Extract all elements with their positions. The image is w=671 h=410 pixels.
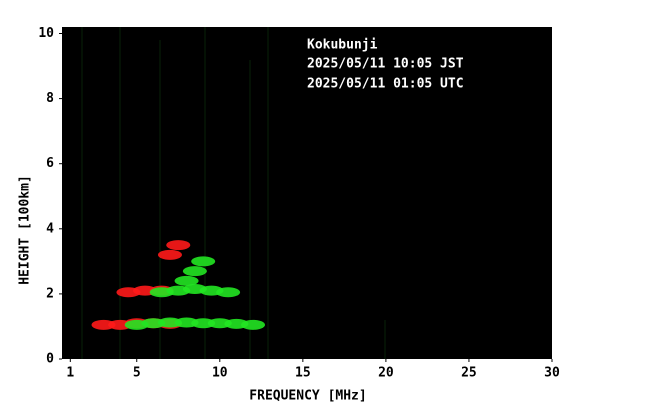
y-tick-label: 6 [46,156,54,171]
y-tick-label: 10 [38,26,54,41]
time-jst: 2025/05/11 10:05 JST [307,57,464,72]
x-tick-label: 25 [461,366,477,381]
plot-area [62,27,552,359]
y-tick-label: 8 [46,91,54,106]
x-tick-label: 10 [212,366,228,381]
echo-trace [216,287,241,298]
noise [81,27,386,359]
echo-trace [157,317,182,328]
echo-trace [91,319,116,330]
x-tick-label: 5 [133,366,141,381]
y-tick-label: 0 [46,352,54,367]
echo-trace [241,319,266,330]
echo-trace [174,275,199,286]
echo-trace [182,266,207,277]
time-utc: 2025/05/11 01:05 UTC [307,77,464,92]
y-axis-label: HEIGHT [100km] [18,175,33,285]
x-tick-label: 15 [295,366,311,381]
echo-trace [191,318,216,329]
y-tick-label: 4 [46,221,54,236]
echo-trace [191,256,216,267]
x-axis-label: FREQUENCY [MHz] [249,389,366,404]
station: Kokubunji [307,38,378,53]
y-tick-label: 2 [46,286,54,301]
x-tick-label: 20 [378,366,394,381]
echo-trace [157,249,182,260]
x-tick-label: 30 [544,366,560,381]
x-tick-label: 1 [66,366,74,381]
echo-trace [166,240,191,251]
